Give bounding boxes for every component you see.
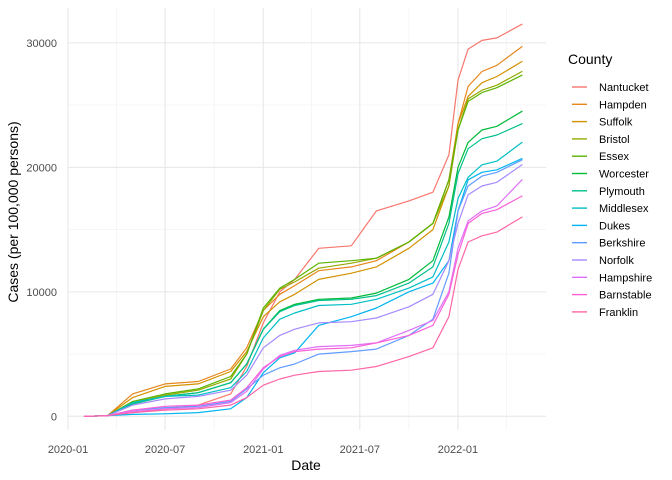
legend-label: Suffolk bbox=[599, 117, 633, 129]
y-tick-labels: 0 10000 20000 30000 bbox=[26, 38, 57, 423]
grid-major bbox=[67, 8, 546, 430]
legend-label: Essex bbox=[599, 151, 629, 163]
legend-item-hampden: Hampden bbox=[572, 99, 647, 111]
series-lines bbox=[83, 23, 523, 417]
y-tick-label: 0 bbox=[51, 411, 57, 423]
legend-label: Dukes bbox=[599, 220, 631, 232]
legend-item-dukes: Dukes bbox=[572, 220, 631, 232]
x-tick-label: 2022-01 bbox=[438, 444, 478, 456]
legend-title: County bbox=[568, 51, 612, 67]
legend-item-hampshire: Hampshire bbox=[572, 272, 652, 284]
legend: County Nantucket Hampden Suffolk Bristol Ess… bbox=[568, 51, 652, 319]
legend-label: Worcester bbox=[599, 169, 649, 181]
grid-minor bbox=[68, 8, 546, 430]
series-line-dukes bbox=[83, 158, 523, 417]
legend-label: Plymouth bbox=[599, 186, 645, 198]
legend-item-barnstable: Barnstable bbox=[572, 290, 652, 302]
legend-item-middlesex: Middlesex bbox=[572, 203, 649, 215]
legend-item-essex: Essex bbox=[572, 151, 629, 163]
series-line-barnstable bbox=[83, 195, 523, 417]
x-tick-label: 2020-07 bbox=[145, 444, 185, 456]
y-tick-label: 20000 bbox=[26, 162, 57, 174]
x-tick-label: 2021-07 bbox=[340, 444, 380, 456]
y-tick-label: 10000 bbox=[26, 287, 57, 299]
x-tick-label: 2020-01 bbox=[48, 444, 88, 456]
legend-item-franklin: Franklin bbox=[572, 307, 638, 319]
legend-item-worcester: Worcester bbox=[572, 169, 649, 181]
legend-label: Norfolk bbox=[599, 255, 634, 267]
legend-label: Bristol bbox=[599, 134, 630, 146]
legend-label: Nantucket bbox=[599, 82, 649, 94]
legend-label: Hampden bbox=[599, 99, 647, 111]
legend-item-berkshire: Berkshire bbox=[572, 238, 645, 250]
legend-label: Hampshire bbox=[599, 272, 652, 284]
series-line-essex bbox=[83, 74, 523, 417]
series-line-suffolk bbox=[83, 60, 523, 417]
series-line-berkshire bbox=[83, 159, 523, 417]
series-line-norfolk bbox=[83, 164, 523, 417]
series-line-hampden bbox=[83, 45, 523, 417]
series-line-plymouth bbox=[83, 123, 523, 417]
legend-items: Nantucket Hampden Suffolk Bristol Essex Worce… bbox=[572, 82, 652, 319]
legend-label: Barnstable bbox=[599, 290, 652, 302]
y-axis-title: Cases (per 100,000 persons) bbox=[5, 121, 21, 302]
y-tick-label: 30000 bbox=[26, 38, 57, 50]
legend-item-bristol: Bristol bbox=[572, 134, 630, 146]
legend-item-norfolk: Norfolk bbox=[572, 255, 634, 267]
legend-label: Franklin bbox=[599, 307, 638, 319]
legend-label: Berkshire bbox=[599, 238, 645, 250]
series-line-hampshire bbox=[83, 179, 523, 417]
x-axis-title: Date bbox=[291, 457, 321, 473]
legend-item-suffolk: Suffolk bbox=[572, 117, 633, 129]
legend-item-nantucket: Nantucket bbox=[572, 82, 649, 94]
x-tick-labels: 2020-01 2020-07 2021-01 2021-07 2022-01 bbox=[48, 444, 478, 456]
legend-label: Middlesex bbox=[599, 203, 649, 215]
x-tick-label: 2021-01 bbox=[243, 444, 283, 456]
series-line-franklin bbox=[83, 216, 523, 417]
series-line-middlesex bbox=[83, 141, 523, 417]
legend-item-plymouth: Plymouth bbox=[572, 186, 645, 198]
